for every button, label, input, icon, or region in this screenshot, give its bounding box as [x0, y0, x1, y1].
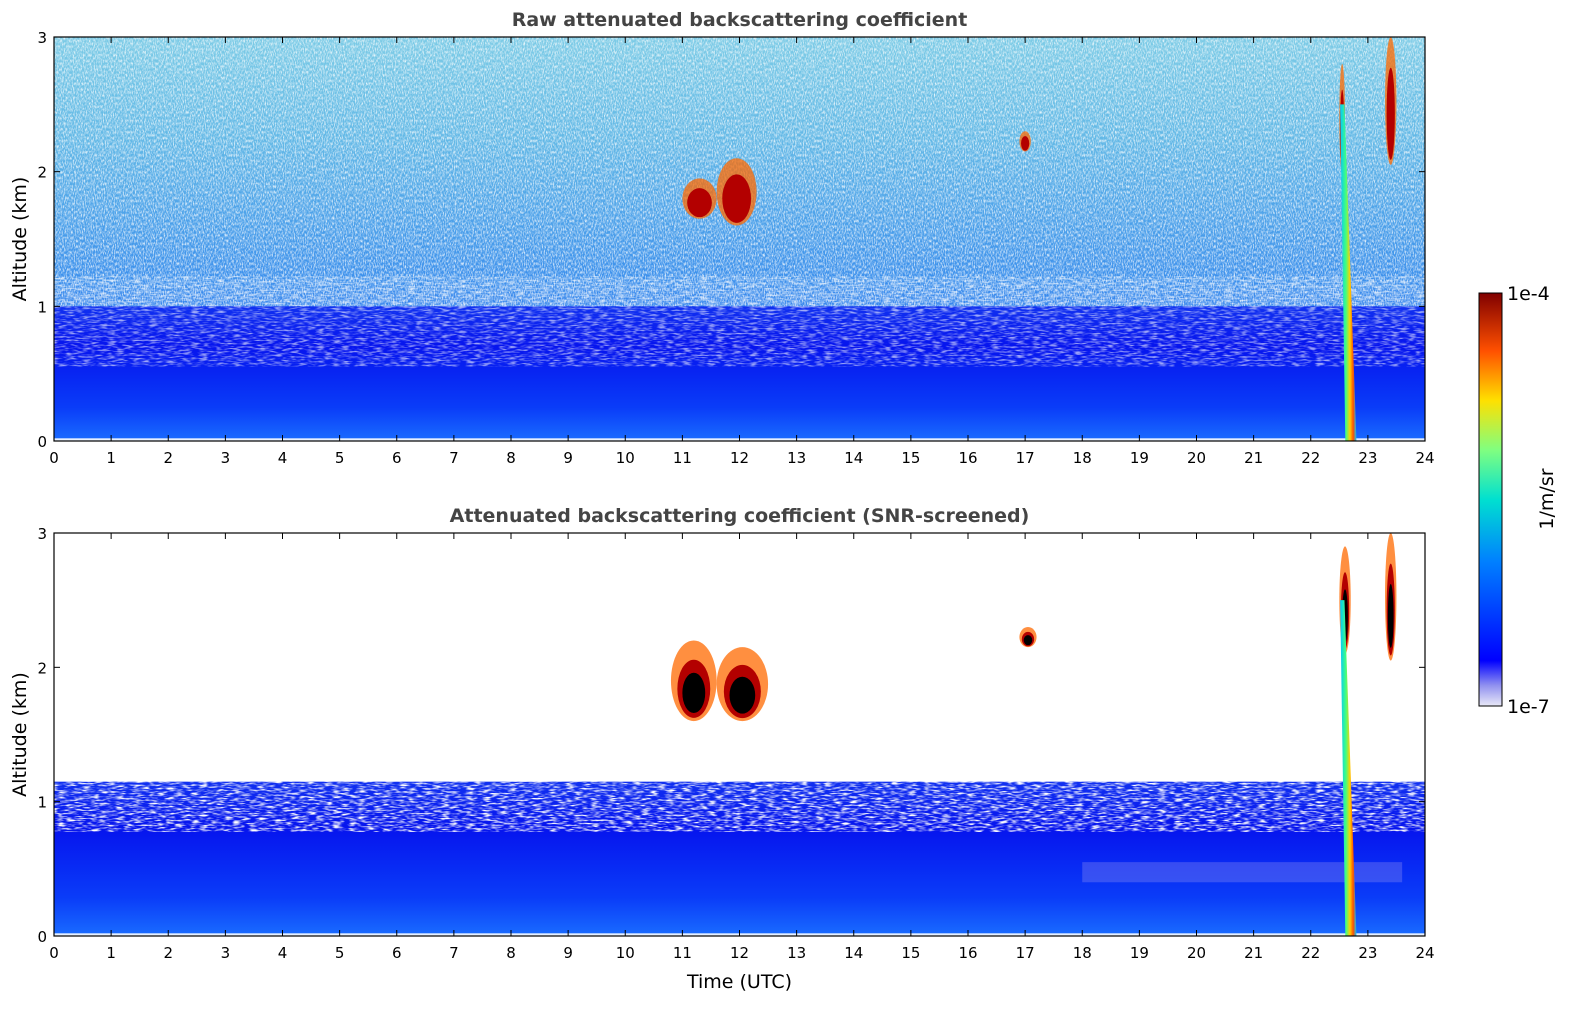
x-tick-label: 18: [1073, 449, 1092, 467]
boundary-layer-edge: [54, 276, 1425, 367]
y-tick-label: 0: [37, 928, 47, 946]
x-tick-label: 22: [1301, 944, 1320, 962]
x-tick-label: 22: [1301, 449, 1320, 467]
x-tick-label: 0: [49, 944, 59, 962]
panel-snr-screened: Attenuated backscattering coefficient (S…: [9, 505, 1435, 993]
x-tick-label: 8: [506, 449, 516, 467]
x-tick-label: 0: [49, 449, 59, 467]
x-tick-label: 13: [787, 944, 806, 962]
colorbar-min-label: 1e-7: [1507, 696, 1550, 718]
y-tick-label: 3: [37, 29, 47, 47]
x-tick-label: 3: [221, 449, 231, 467]
cloud-feature: [1385, 533, 1397, 661]
x-tick-label: 19: [1130, 944, 1149, 962]
cloud-feature: [716, 647, 769, 722]
x-tick-label: 15: [901, 944, 920, 962]
x-tick-label: 12: [730, 449, 749, 467]
x-tick-label: 20: [1187, 944, 1206, 962]
x-tick-label: 5: [335, 449, 345, 467]
y-tick-label: 1: [37, 794, 47, 812]
colorbar-max-label: 1e-4: [1507, 283, 1550, 305]
y-tick-label: 3: [37, 525, 47, 543]
heatmap-area: [54, 533, 1425, 936]
x-tick-label: 9: [563, 944, 573, 962]
cloud-feature: [682, 178, 717, 219]
x-tick-label: 10: [616, 944, 635, 962]
x-tick-label: 1: [106, 944, 116, 962]
x-tick-label: 4: [278, 449, 288, 467]
cloud-feature: [1019, 131, 1031, 152]
x-tick-label: 23: [1358, 449, 1377, 467]
y-tick-label: 2: [37, 659, 47, 677]
y-tick-label: 0: [37, 433, 47, 451]
x-tick-label: 16: [958, 944, 977, 962]
precipitation-streak: [1340, 600, 1357, 936]
x-tick-label: 2: [163, 449, 173, 467]
x-tick-label: 12: [730, 944, 749, 962]
boundary-layer-edge: [54, 771, 1425, 832]
x-tick-label: 24: [1415, 944, 1434, 962]
x-tick-label: 13: [787, 449, 806, 467]
panel-raw: Raw attenuated backscattering coefficien…: [9, 9, 1435, 467]
x-tick-label: 4: [278, 944, 288, 962]
colorbar-unit-label: 1/m/sr: [1536, 468, 1558, 529]
x-tick-label: 14: [844, 449, 863, 467]
x-tick-label: 7: [449, 449, 459, 467]
x-tick-label: 19: [1130, 449, 1149, 467]
x-tick-label: 20: [1187, 449, 1206, 467]
x-tick-label: 3: [221, 944, 231, 962]
x-tick-label: 14: [844, 944, 863, 962]
y-axis-label: Altitude (km): [9, 672, 31, 797]
x-tick-label: 7: [449, 944, 459, 962]
x-tick-label: 21: [1244, 449, 1263, 467]
x-tick-label: 15: [901, 449, 920, 467]
x-tick-label: 1: [106, 449, 116, 467]
weak-signal-region: [1082, 862, 1403, 883]
precipitation-streak: [1340, 104, 1357, 441]
x-axis-label: Time (UTC): [686, 971, 792, 993]
x-tick-label: 10: [616, 449, 635, 467]
colorbar: 1e-4 1e-7 1/m/sr: [1478, 283, 1558, 718]
x-tick-label: 17: [1016, 944, 1035, 962]
y-tick-label: 1: [37, 298, 47, 316]
cloud-feature: [1385, 37, 1397, 165]
y-tick-label: 2: [37, 164, 47, 182]
panel-title: Raw attenuated backscattering coefficien…: [512, 9, 968, 31]
x-tick-label: 2: [163, 944, 173, 962]
heatmap-area: [54, 37, 1425, 441]
x-tick-label: 16: [958, 449, 977, 467]
x-tick-label: 17: [1016, 449, 1035, 467]
x-tick-label: 23: [1358, 944, 1377, 962]
x-tick-label: 18: [1073, 944, 1092, 962]
x-tick-label: 24: [1415, 449, 1434, 467]
cloud-feature: [716, 158, 757, 226]
panel-title: Attenuated backscattering coefficient (S…: [450, 505, 1030, 527]
x-tick-label: 11: [673, 944, 692, 962]
cloud-feature: [1019, 627, 1037, 648]
x-tick-label: 6: [392, 449, 402, 467]
x-tick-label: 21: [1244, 944, 1263, 962]
x-tick-label: 11: [673, 449, 692, 467]
x-tick-label: 8: [506, 944, 516, 962]
x-tick-label: 6: [392, 944, 402, 962]
y-axis-label: Altitude (km): [9, 177, 31, 302]
cloud-feature: [670, 640, 717, 722]
x-tick-label: 5: [335, 944, 345, 962]
x-tick-label: 9: [563, 449, 573, 467]
colorbar-gradient: [1478, 292, 1503, 707]
